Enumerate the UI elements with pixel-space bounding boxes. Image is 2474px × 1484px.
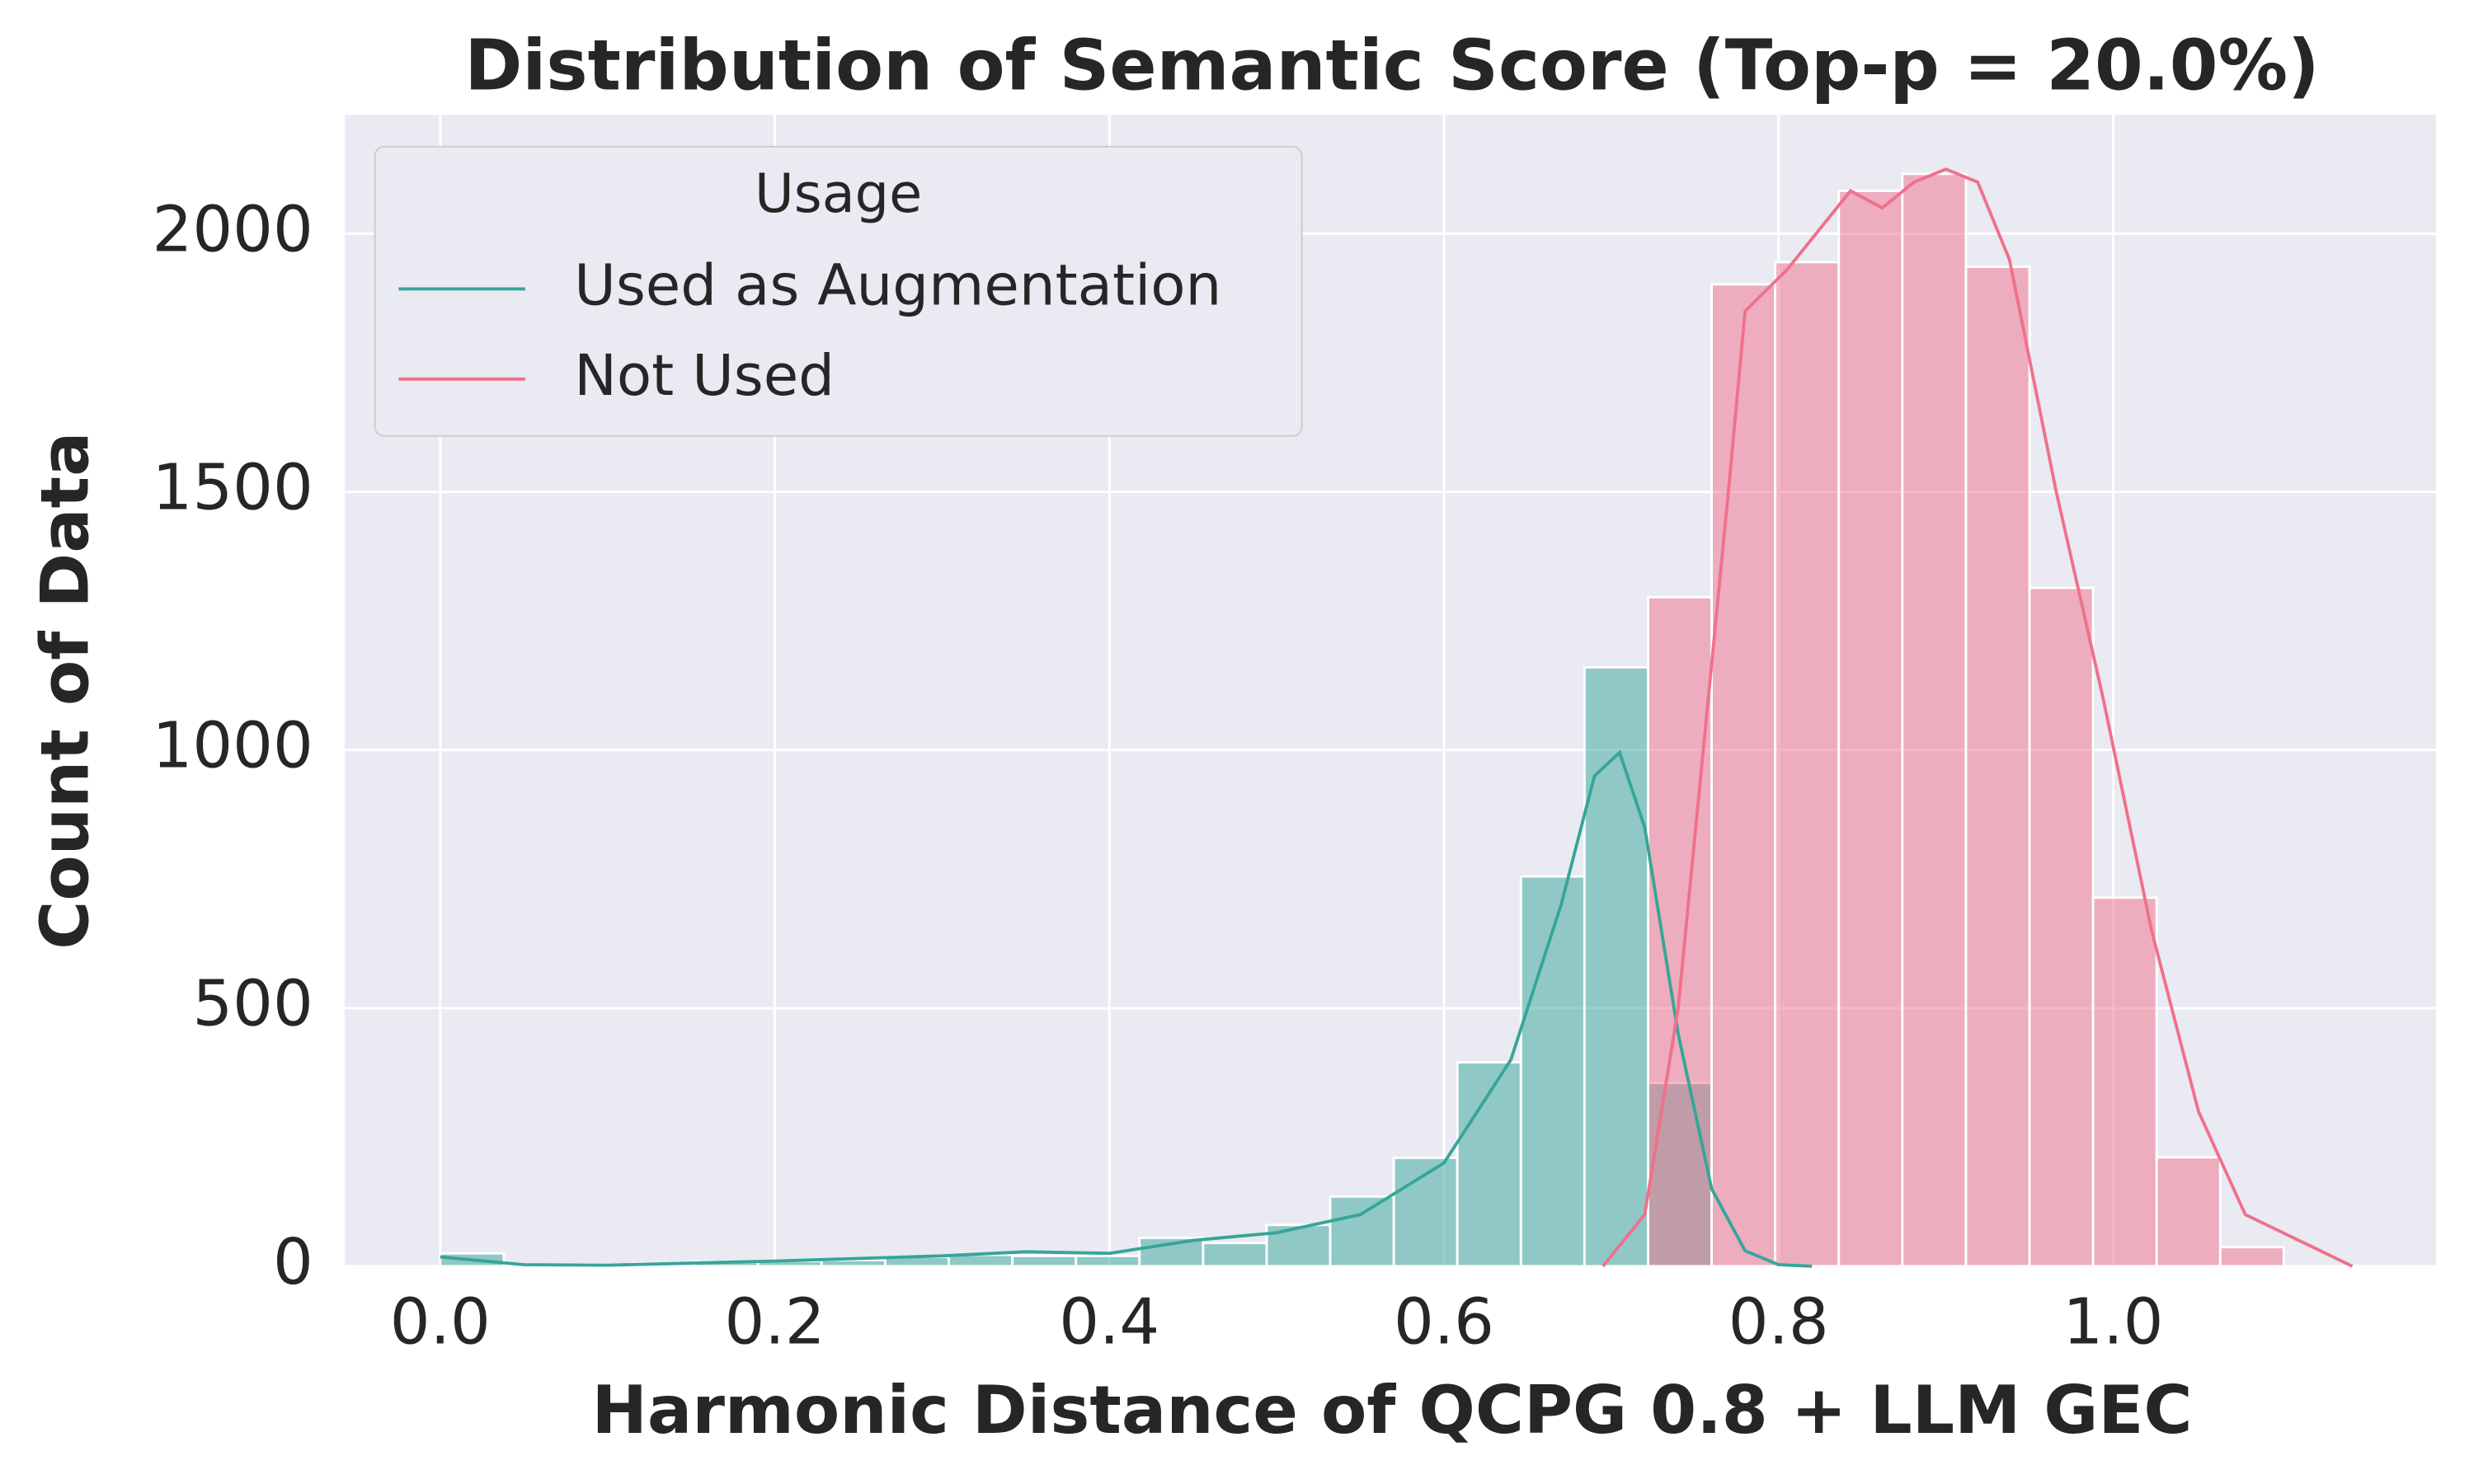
histogram-bar	[1583, 666, 1649, 1268]
histogram-bar	[1265, 1223, 1332, 1268]
histogram-bar	[1519, 875, 1586, 1268]
histogram-bar	[1329, 1195, 1395, 1268]
histogram-bar	[820, 1258, 887, 1268]
kde-line	[1602, 167, 2354, 1268]
histogram-bar	[2218, 1246, 2285, 1268]
x-tick-label: 1.0	[2062, 1286, 2163, 1360]
histogram-bar	[1011, 1254, 1078, 1268]
legend: Usage Used as Augmentation Not Used	[374, 145, 1303, 437]
legend-label: Not Used	[574, 343, 835, 409]
x-tick-label: 0.6	[1394, 1286, 1494, 1360]
legend-box	[374, 145, 1303, 437]
histogram-bar	[1202, 1242, 1268, 1268]
x-tick-label: 0.0	[390, 1286, 491, 1360]
histogram-bar	[1901, 172, 1968, 1268]
histogram-bar	[1710, 283, 1777, 1268]
histogram-bar	[1647, 595, 1713, 1268]
x-axis-label: Harmonic Distance of QCPG 0.8 + LLM GEC	[591, 1371, 2192, 1449]
histogram-bar	[1774, 261, 1841, 1268]
y-tick-label: 2000	[153, 193, 313, 266]
histogram-bar	[2155, 1156, 2222, 1268]
y-tick-label: 1000	[153, 710, 313, 783]
histogram-bar	[2091, 896, 2158, 1268]
histogram-bar	[1138, 1236, 1205, 1268]
histogram-bar	[1075, 1254, 1141, 1268]
legend-title: Usage	[755, 162, 922, 225]
histogram-bar	[1837, 190, 1904, 1268]
histogram-bar	[1964, 265, 2031, 1268]
chart-title: Distribution of Semantic Score (Top-p = …	[464, 26, 2319, 106]
y-tick-label: 1500	[153, 452, 313, 525]
histogram-bar	[2028, 586, 2095, 1268]
y-tick-label: 0	[273, 1226, 313, 1299]
kde-line	[440, 749, 1813, 1268]
x-tick-label: 0.4	[1059, 1286, 1159, 1360]
y-tick-label: 500	[192, 968, 313, 1041]
y-axis-label: Count of Data	[26, 432, 103, 950]
x-tick-label: 0.2	[725, 1286, 825, 1360]
x-tick-label: 0.8	[1729, 1286, 1829, 1360]
legend-label: Used as Augmentation	[574, 252, 1221, 318]
